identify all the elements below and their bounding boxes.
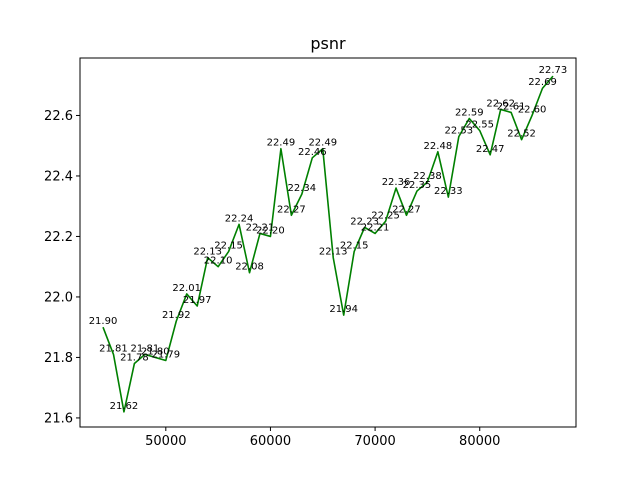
data-label: 21.81 [131, 343, 160, 354]
data-label: 21.97 [183, 295, 212, 306]
data-label: 22.49 [267, 138, 296, 149]
data-label: 22.15 [340, 241, 369, 252]
data-label: 22.52 [507, 129, 536, 140]
data-label: 21.79 [151, 349, 180, 360]
data-label: 22.35 [403, 180, 432, 191]
data-label: 22.21 [246, 222, 275, 233]
data-label: 22.20 [256, 225, 285, 236]
data-label: 22.25 [371, 210, 400, 221]
data-label: 22.47 [476, 144, 505, 155]
x-axis: 50000 60000 70000 80000 [145, 427, 500, 449]
data-label: 22.60 [518, 104, 547, 115]
data-label: 22.36 [382, 177, 411, 188]
data-label: 21.62 [110, 401, 139, 412]
data-label: 22.01 [172, 283, 201, 294]
y-tick-label: 22.2 [44, 230, 73, 245]
x-tick-label: 60000 [250, 434, 291, 449]
x-tick-label: 50000 [145, 434, 186, 449]
data-label: 22.46 [298, 147, 327, 158]
data-label: 22.27 [392, 204, 421, 215]
series-line [102, 75, 554, 413]
data-label: 22.48 [424, 141, 453, 152]
data-label: 22.55 [465, 120, 494, 131]
data-label: 22.13 [319, 247, 348, 258]
data-label: 22.15 [214, 241, 243, 252]
data-label: 21.90 [89, 316, 118, 327]
data-label: 21.80 [141, 346, 170, 357]
x-tick-label: 80000 [459, 434, 500, 449]
data-label: 22.08 [235, 262, 264, 273]
data-label: 22.34 [288, 183, 317, 194]
data-label: 21.78 [120, 352, 149, 363]
data-label: 22.69 [528, 77, 557, 88]
y-tick-label: 22.6 [44, 109, 73, 124]
plot-content: 21.9021.8121.6221.7821.8121.8021.7921.92… [89, 65, 568, 413]
x-tick-label: 70000 [354, 434, 395, 449]
data-label: 22.21 [361, 222, 390, 233]
chart-title: psnr [310, 34, 346, 53]
data-label: 22.53 [444, 126, 473, 137]
y-axis: 21.6 21.8 22.0 22.2 22.4 22.6 [44, 109, 80, 426]
data-label: 22.27 [277, 204, 306, 215]
data-label: 22.13 [193, 247, 222, 258]
y-tick-label: 21.8 [44, 351, 73, 366]
data-label: 21.92 [162, 310, 191, 321]
data-label: 22.61 [497, 101, 526, 112]
data-label: 22.73 [539, 65, 568, 76]
data-label: 22.33 [434, 186, 463, 197]
y-tick-label: 21.6 [44, 411, 73, 426]
data-label: 22.62 [486, 98, 515, 109]
y-tick-label: 22.0 [44, 290, 73, 305]
data-label: 21.81 [99, 343, 128, 354]
data-label: 22.38 [413, 171, 442, 182]
data-label: 21.94 [329, 304, 358, 315]
data-label: 22.24 [225, 213, 254, 224]
data-label: 22.10 [204, 256, 233, 267]
data-label: 22.59 [455, 107, 484, 118]
data-label: 22.23 [350, 216, 379, 227]
plot-frame [79, 57, 577, 428]
y-tick-label: 22.4 [44, 169, 73, 184]
data-label: 22.49 [308, 138, 337, 149]
